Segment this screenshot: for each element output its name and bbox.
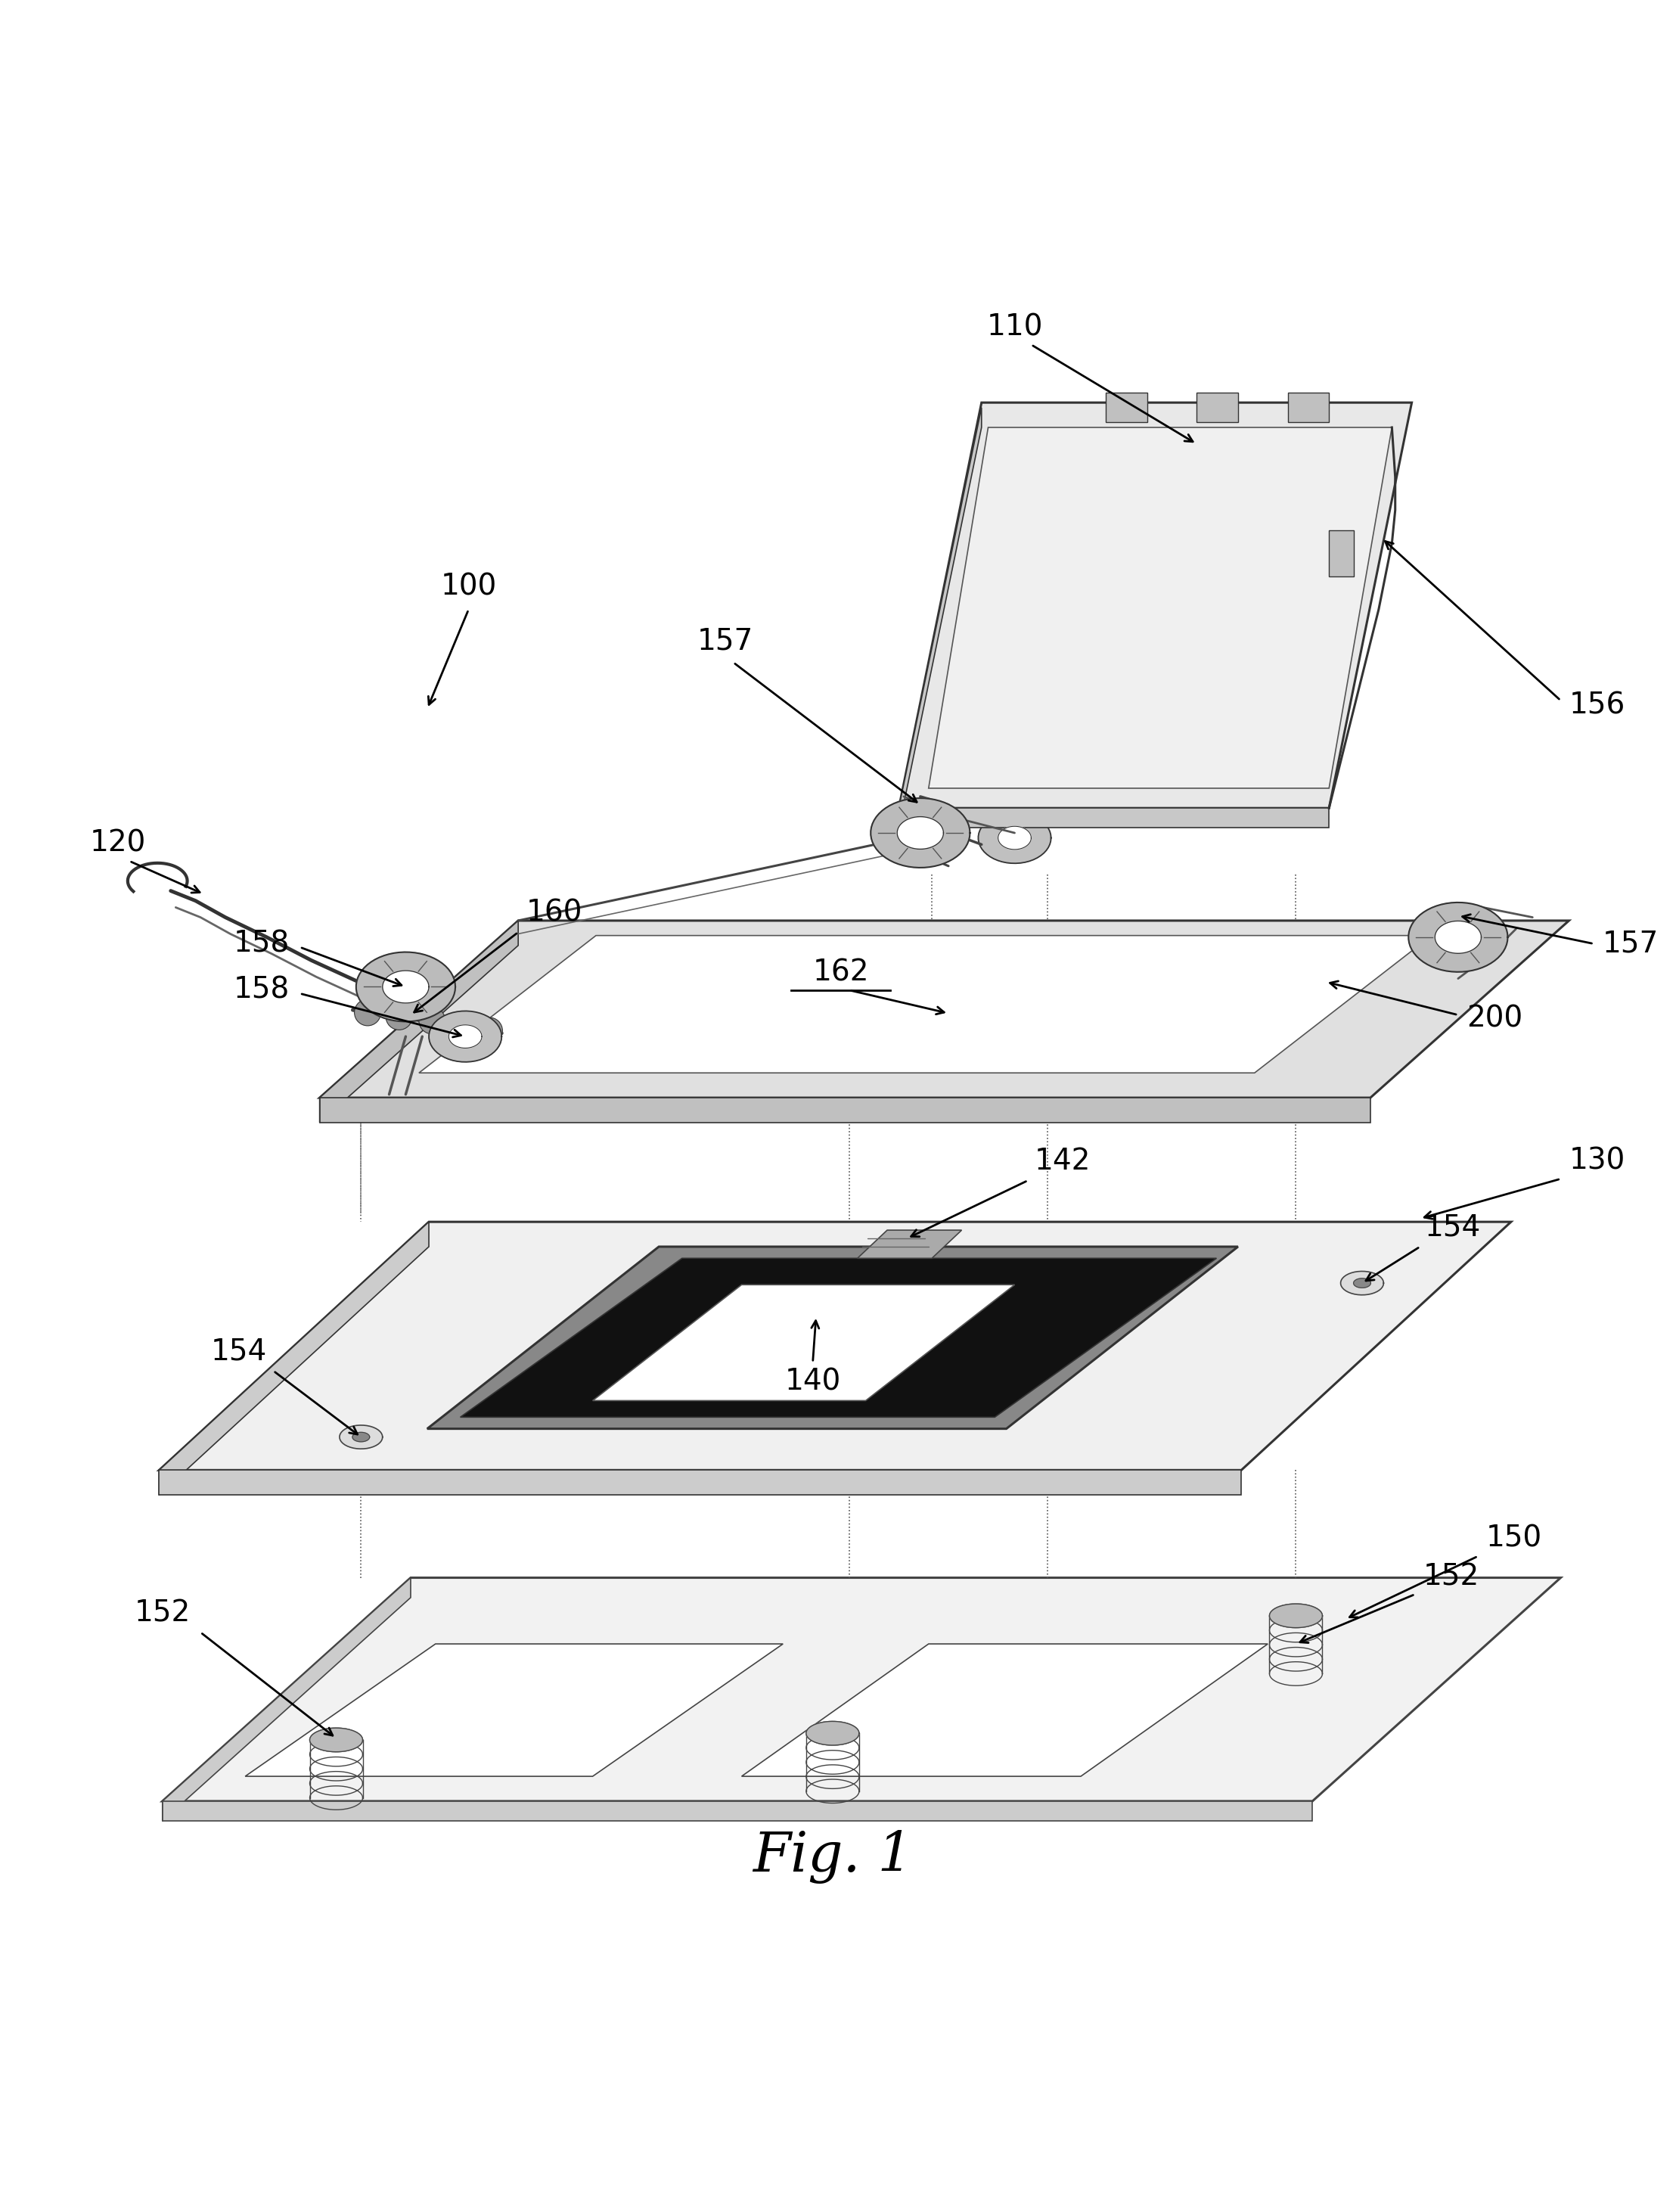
Polygon shape: [858, 1230, 962, 1259]
Polygon shape: [382, 971, 429, 1002]
Text: 156: 156: [1569, 690, 1626, 719]
Text: 152: 152: [134, 1599, 191, 1628]
Polygon shape: [999, 827, 1031, 849]
Polygon shape: [449, 1024, 481, 1048]
Polygon shape: [593, 1285, 1014, 1400]
Polygon shape: [1197, 394, 1239, 422]
Text: 142: 142: [1034, 1146, 1091, 1175]
Text: 110: 110: [987, 312, 1042, 341]
Circle shape: [385, 1004, 412, 1031]
Polygon shape: [159, 1221, 429, 1495]
Polygon shape: [1354, 1279, 1371, 1287]
Polygon shape: [320, 920, 518, 1121]
Polygon shape: [163, 1577, 1560, 1801]
Text: 150: 150: [1487, 1524, 1542, 1553]
Polygon shape: [352, 1433, 370, 1442]
Circle shape: [354, 1000, 380, 1026]
Polygon shape: [806, 1721, 860, 1745]
Polygon shape: [979, 812, 1051, 863]
Polygon shape: [1269, 1604, 1322, 1628]
Polygon shape: [1287, 394, 1329, 422]
Polygon shape: [320, 920, 1569, 1097]
Polygon shape: [1341, 1272, 1384, 1294]
Polygon shape: [1408, 902, 1508, 971]
Text: 154: 154: [1425, 1212, 1482, 1241]
Polygon shape: [897, 816, 944, 849]
Polygon shape: [1435, 920, 1482, 953]
Text: 200: 200: [1466, 1004, 1522, 1033]
Polygon shape: [320, 1097, 1371, 1121]
Polygon shape: [163, 1577, 411, 1820]
Text: 100: 100: [441, 573, 496, 602]
Polygon shape: [1106, 394, 1146, 422]
Polygon shape: [461, 1259, 1217, 1418]
Polygon shape: [429, 1011, 501, 1062]
Polygon shape: [898, 407, 982, 827]
Polygon shape: [163, 1801, 1312, 1820]
Text: 120: 120: [89, 830, 146, 858]
Text: 154: 154: [211, 1336, 266, 1365]
Circle shape: [476, 1018, 503, 1044]
Text: Fig. 1: Fig. 1: [753, 1829, 913, 1885]
Polygon shape: [1329, 531, 1354, 577]
Text: 162: 162: [813, 958, 870, 987]
Text: 158: 158: [233, 975, 290, 1004]
Text: 130: 130: [1569, 1146, 1626, 1175]
Text: 160: 160: [526, 898, 583, 927]
Text: 140: 140: [784, 1367, 841, 1396]
Polygon shape: [159, 1221, 1512, 1471]
Polygon shape: [872, 799, 970, 867]
Text: 157: 157: [697, 626, 753, 655]
Polygon shape: [245, 1644, 783, 1776]
Polygon shape: [310, 1728, 362, 1752]
Polygon shape: [898, 807, 1329, 827]
Polygon shape: [159, 1471, 1242, 1495]
Polygon shape: [741, 1644, 1267, 1776]
Text: 157: 157: [1602, 929, 1658, 958]
Polygon shape: [419, 936, 1431, 1073]
Text: 152: 152: [1423, 1562, 1480, 1590]
Polygon shape: [427, 1248, 1239, 1429]
Polygon shape: [355, 951, 456, 1022]
Polygon shape: [340, 1425, 382, 1449]
Polygon shape: [929, 427, 1391, 787]
Circle shape: [449, 1013, 476, 1040]
Polygon shape: [898, 403, 1411, 807]
Circle shape: [419, 1006, 446, 1033]
Text: 158: 158: [233, 929, 290, 958]
